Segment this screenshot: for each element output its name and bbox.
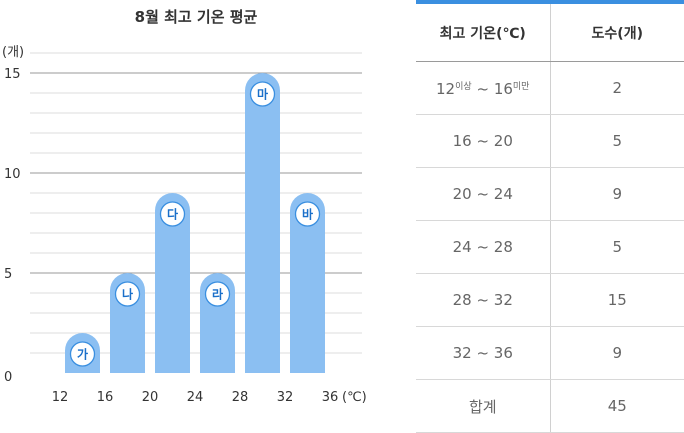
x-axis-unit: (℃): [342, 390, 367, 405]
table-row: 28 ~ 32 15: [416, 273, 684, 327]
y-tick-5: 5: [4, 267, 12, 282]
x-tick-labels: 12 16 20 24 28 32 36: [52, 390, 339, 405]
range-cell: 32 ~ 36: [416, 326, 551, 380]
count-cell: 2: [550, 61, 684, 115]
table-row: 16 ~ 20 5: [416, 114, 684, 168]
bar-5: [290, 193, 325, 373]
count-cell: 9: [550, 326, 684, 380]
y-tick-0: 0: [4, 370, 12, 385]
header-count: 도수(개): [550, 0, 684, 62]
bar-2: [155, 193, 190, 373]
table-row: 20 ~ 24 9: [416, 167, 684, 221]
bar-4: [245, 73, 280, 373]
count-cell: 9: [550, 167, 684, 221]
table-row: 32 ~ 36 9: [416, 326, 684, 380]
y-axis-label: (개): [2, 45, 24, 60]
table-row: 12이상 ~ 16미만 2: [416, 61, 684, 115]
bar-label-2: 다: [167, 207, 178, 222]
bars: 가 나 다라 마바: [65, 73, 325, 373]
range-cell: 12이상 ~ 16미만: [416, 61, 551, 115]
frequency-table: 최고 기온(℃) 도수(개) 12이상 ~ 16미만 2 16 ~ 20 5 2…: [416, 0, 684, 433]
x-tick-16: 16: [97, 390, 114, 405]
bar-label-4: 마: [257, 87, 268, 102]
x-tick-36: 36: [322, 390, 339, 405]
x-tick-12: 12: [52, 390, 69, 405]
bar-label-circle-4: [249, 81, 276, 107]
range-low: 12: [436, 79, 456, 98]
bar-label-circle-3: [204, 281, 231, 307]
bar-label-circle-5: [294, 201, 321, 227]
range-high: 16: [493, 79, 513, 98]
range-high-note: 미만: [512, 81, 530, 92]
range-low-note: 이상: [455, 81, 472, 92]
bar-label-5: 바: [302, 207, 313, 222]
x-tick-28: 28: [232, 390, 249, 405]
bar-label-circle-0: [69, 341, 96, 367]
histogram-chart: 8월 최고 기온 평균 (개) 가 나 다라 마바 0 5 10 15 12 16 20 24 28…: [2, 8, 367, 405]
range-cell: 20 ~ 24: [416, 167, 551, 221]
bar-label-0: 가: [77, 347, 88, 362]
total-label: 합계: [416, 379, 551, 433]
header-temperature: 최고 기온(℃): [416, 0, 551, 62]
bar-label-circle-1: [114, 281, 141, 307]
count-cell: 15: [550, 273, 684, 327]
grid-lines: [30, 52, 362, 354]
bar-label-3: 라: [212, 287, 223, 302]
bar-label-1: 나: [122, 287, 133, 302]
table-total-row: 합계 45: [416, 379, 684, 433]
count-cell: 5: [550, 114, 684, 168]
range-sep: ~: [476, 79, 490, 98]
range-cell: 28 ~ 32: [416, 273, 551, 327]
x-tick-32: 32: [277, 390, 294, 405]
total-count: 45: [550, 379, 684, 433]
table-row: 24 ~ 28 5: [416, 220, 684, 274]
range-cell: 16 ~ 20: [416, 114, 551, 168]
y-tick-labels: 0 5 10 15: [4, 67, 21, 385]
bar-label-circle-2: [159, 201, 186, 227]
y-tick-10: 10: [4, 167, 21, 182]
range-cell: 24 ~ 28: [416, 220, 551, 274]
x-tick-24: 24: [187, 390, 204, 405]
x-tick-20: 20: [142, 390, 159, 405]
chart-title: 8월 최고 기온 평균: [135, 8, 258, 26]
count-cell: 5: [550, 220, 684, 274]
y-tick-15: 15: [4, 67, 21, 82]
table-header-row: 최고 기온(℃) 도수(개): [416, 0, 684, 62]
